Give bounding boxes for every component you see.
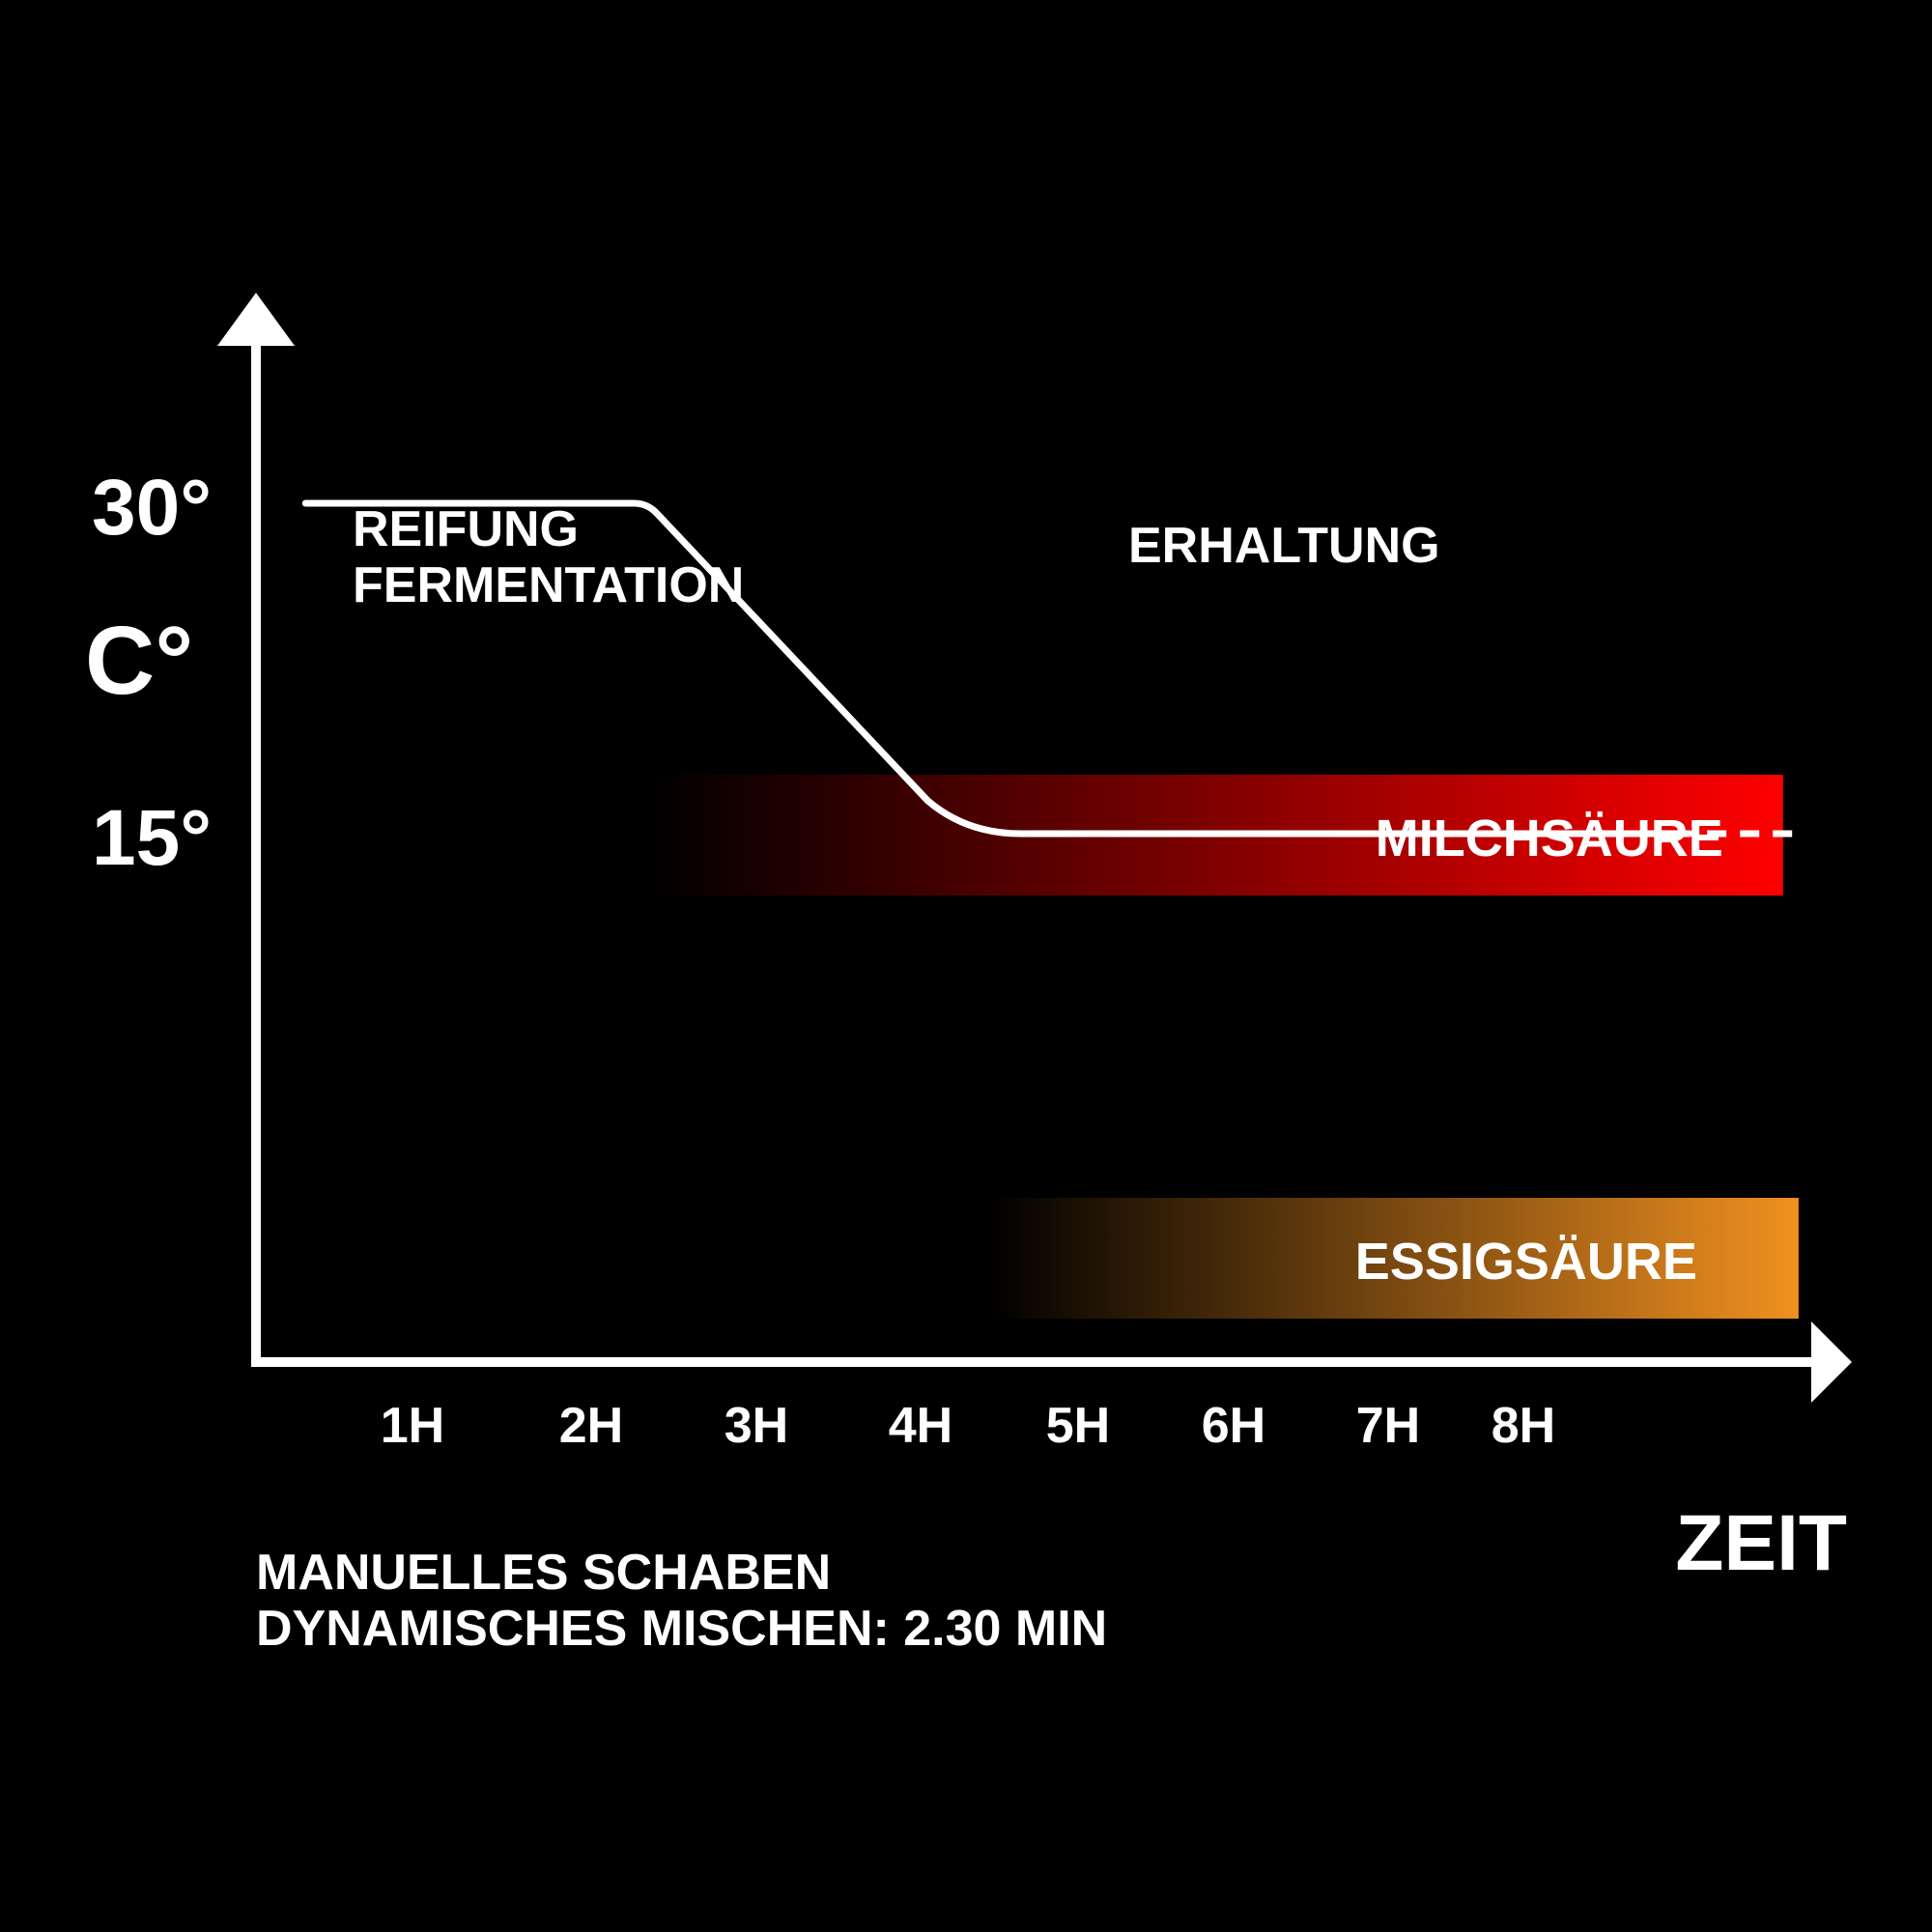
y-axis-arrow-icon [217,293,295,346]
x-axis-label: ZEIT [1675,1499,1847,1587]
x-tick-8h: 8H [1492,1398,1555,1454]
phase-erhaltung-label: ERHALTUNG [1128,518,1440,574]
x-tick-2h: 2H [559,1398,623,1454]
y-tick-15: 15° [92,794,212,882]
x-tick-1h: 1H [381,1398,444,1454]
x-tick-7h: 7H [1356,1398,1420,1454]
y-tick-30: 30° [92,464,212,552]
x-tick-4h: 4H [889,1398,952,1454]
essigsaeure-label: ESSIGSÄURE [1355,1233,1697,1291]
x-tick-labels: 1H 2H 3H 4H 5H 6H 7H 8H [381,1398,1555,1454]
x-tick-6h: 6H [1202,1398,1265,1454]
note-dynamisches-mischen: DYNAMISCHES MISCHEN: 2.30 MIN [256,1601,1107,1657]
x-tick-5h: 5H [1046,1398,1110,1454]
y-axis-label: C° [85,607,193,715]
y-tick-labels: 30° 15° [92,464,212,882]
note-manuelles-schaben: MANUELLES SCHABEN [256,1545,831,1601]
essigsaeure-band [989,1198,1799,1319]
phase-reifung-label: REIFUNG [353,501,579,557]
milchsaeure-label: MILCHSÄURE [1376,810,1723,867]
phase-fermentation-label: FERMENTATION [353,557,744,613]
temperature-line [301,499,1693,838]
x-axis-arrow-icon [1811,1321,1852,1403]
x-tick-3h: 3H [724,1398,788,1454]
